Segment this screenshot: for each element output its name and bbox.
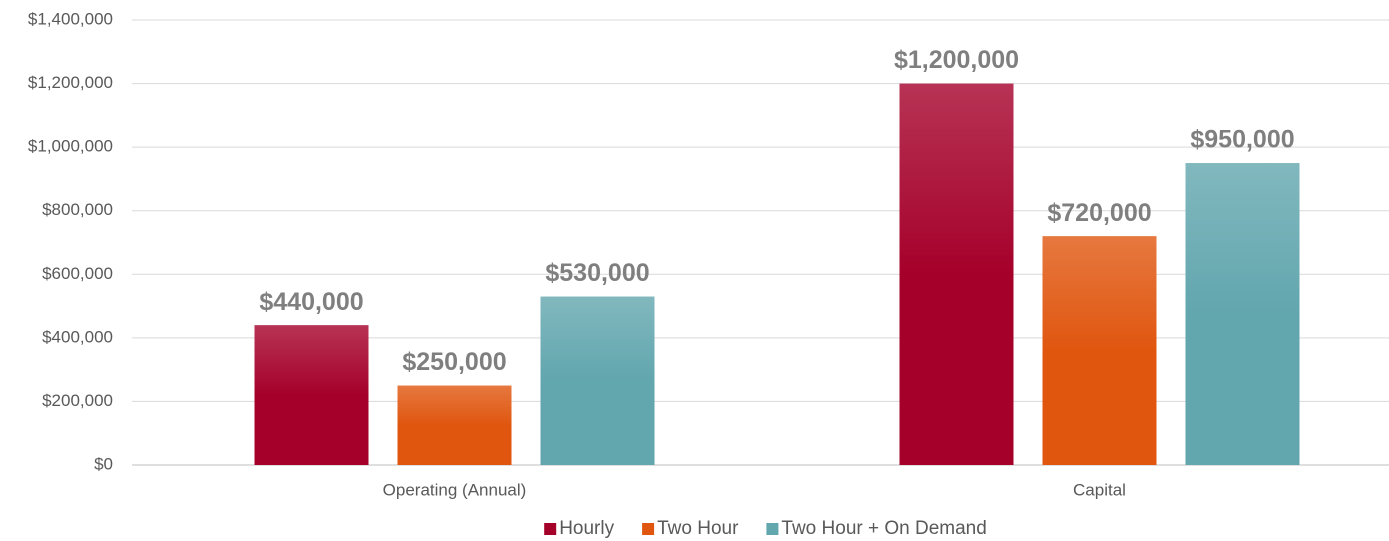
x-tick-label: Operating (Annual) xyxy=(383,480,527,499)
y-tick-label: $800,000 xyxy=(42,200,113,219)
legend-label: Hourly xyxy=(559,518,614,539)
bar xyxy=(1042,236,1157,465)
x-tick-label: Capital xyxy=(1073,480,1126,499)
legend-swatch xyxy=(544,523,557,535)
bar xyxy=(899,83,1014,466)
value-label: $720,000 xyxy=(1047,199,1151,227)
bar xyxy=(540,296,655,465)
bar xyxy=(397,385,512,465)
y-tick-label: $1,400,000 xyxy=(28,9,113,28)
legend-label: Two Hour + On Demand xyxy=(781,518,986,539)
value-label: $1,200,000 xyxy=(894,46,1019,74)
value-label: $440,000 xyxy=(259,288,363,316)
value-label: $250,000 xyxy=(402,348,506,376)
y-tick-label: $200,000 xyxy=(42,391,113,410)
y-tick-label: $1,200,000 xyxy=(28,73,113,92)
y-tick-label: $400,000 xyxy=(42,327,113,346)
y-tick-label: $0 xyxy=(94,454,113,473)
legend: Hourly Two Hour Two Hour + On Demand xyxy=(544,518,987,539)
bar xyxy=(1185,163,1300,466)
value-label: $950,000 xyxy=(1190,126,1294,154)
y-tick-label: $1,000,000 xyxy=(28,137,113,156)
legend-label: Two Hour xyxy=(657,518,739,539)
y-tick-label: $600,000 xyxy=(42,264,113,283)
legend-swatch xyxy=(766,523,779,535)
value-label: $530,000 xyxy=(545,259,649,287)
bar xyxy=(254,325,369,465)
legend-swatch xyxy=(642,523,655,535)
